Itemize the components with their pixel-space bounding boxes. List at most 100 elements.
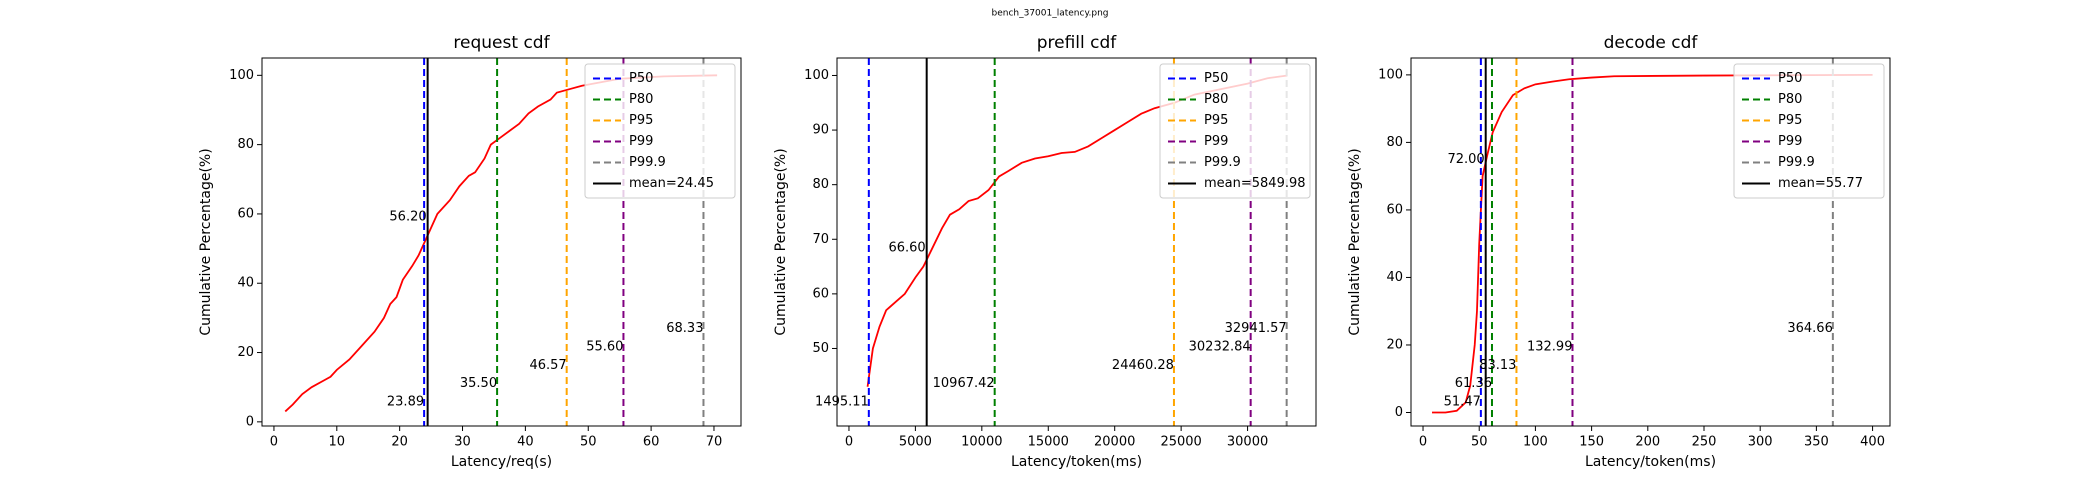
legend-label: mean=24.45 bbox=[629, 176, 714, 191]
y-tick-label: 50 bbox=[812, 341, 829, 356]
cdf-line bbox=[1432, 73, 1873, 414]
y-tick-label: 20 bbox=[1386, 337, 1403, 352]
legend: P50 P80 P95 P99 P99.9 mean=5849.98 bbox=[1159, 63, 1311, 199]
marker-label: 51.47 bbox=[1444, 395, 1481, 410]
y-tick-label: 60 bbox=[1386, 202, 1403, 217]
y-tick-label: 60 bbox=[237, 206, 254, 221]
chart-title: decode cdf bbox=[1604, 33, 1699, 53]
marker-label: 30232.84 bbox=[1189, 339, 1251, 354]
x-tick-label: 15000 bbox=[1028, 435, 1069, 450]
legend-label: P95 bbox=[629, 113, 653, 128]
legend-label: P99 bbox=[1204, 134, 1228, 149]
legend-label: P50 bbox=[629, 71, 653, 86]
x-tick-label: 10000 bbox=[961, 435, 1002, 450]
subplot: prefill cdf Latency/token(ms) Cumulative P… bbox=[773, 33, 1317, 470]
x-tick-label: 70 bbox=[706, 435, 723, 450]
x-tick-label: 0 bbox=[1419, 435, 1427, 450]
x-tick-label: 40 bbox=[517, 435, 534, 450]
axes-frame bbox=[261, 57, 742, 427]
marker-label: 23.89 bbox=[387, 395, 424, 410]
axes-frame bbox=[1410, 57, 1891, 427]
x-tick-label: 20000 bbox=[1094, 435, 1135, 450]
y-tick-label: 80 bbox=[237, 137, 254, 152]
marker-label: 364.66 bbox=[1787, 321, 1833, 336]
legend-label: P99.9 bbox=[629, 155, 666, 170]
y-tick-label: 60 bbox=[812, 286, 829, 301]
mean-annotation: 66.60 bbox=[888, 240, 925, 255]
y-tick-label: 0 bbox=[246, 414, 254, 429]
x-tick-label: 30000 bbox=[1227, 435, 1268, 450]
x-tick-label: 350 bbox=[1804, 435, 1829, 450]
legend-label: P80 bbox=[1204, 92, 1228, 107]
legend-label: P99 bbox=[629, 134, 653, 149]
legend: P50 P80 P95 P99 P99.9 mean=55.77 bbox=[1733, 63, 1885, 199]
x-tick-label: 400 bbox=[1860, 435, 1885, 450]
x-tick-label: 5000 bbox=[899, 435, 932, 450]
y-tick-label: 80 bbox=[1386, 135, 1403, 150]
marker-label: 132.99 bbox=[1527, 339, 1573, 354]
x-tick-label: 20 bbox=[391, 435, 408, 450]
legend-label: mean=55.77 bbox=[1778, 176, 1863, 191]
legend-label: P95 bbox=[1204, 113, 1228, 128]
legend-label: P99.9 bbox=[1204, 155, 1241, 170]
x-tick-label: 0 bbox=[845, 435, 853, 450]
subplot: request cdf Latency/req(s) Cumulative Perc… bbox=[198, 33, 742, 470]
y-tick-label: 80 bbox=[812, 177, 829, 192]
y-tick-label: 100 bbox=[1378, 67, 1403, 82]
x-tick-label: 50 bbox=[1471, 435, 1488, 450]
x-tick-label: 150 bbox=[1579, 435, 1604, 450]
marker-label: 32941.57 bbox=[1225, 321, 1287, 336]
y-tick-label: 0 bbox=[1395, 405, 1403, 420]
x-tick-label: 60 bbox=[643, 435, 660, 450]
legend-label: P99 bbox=[1778, 134, 1802, 149]
cdf-line bbox=[284, 74, 718, 413]
marker-label: 46.57 bbox=[529, 358, 566, 373]
x-tick-label: 0 bbox=[270, 435, 278, 450]
chart-title: request cdf bbox=[453, 33, 550, 53]
x-axis-label: Latency/token(ms) bbox=[1585, 454, 1716, 470]
y-tick-label: 20 bbox=[237, 345, 254, 360]
legend-label: P95 bbox=[1778, 113, 1802, 128]
x-axis-label: Latency/req(s) bbox=[451, 454, 552, 470]
x-tick-label: 10 bbox=[329, 435, 346, 450]
marker-label: 24460.28 bbox=[1112, 358, 1174, 373]
legend-box bbox=[584, 63, 736, 199]
chart-title: prefill cdf bbox=[1037, 33, 1118, 53]
marker-label: 35.50 bbox=[460, 376, 497, 391]
x-axis-label: Latency/token(ms) bbox=[1011, 454, 1142, 470]
legend-label: P50 bbox=[1204, 71, 1228, 86]
legend-label: P50 bbox=[1778, 71, 1802, 86]
legend-box bbox=[1159, 63, 1311, 199]
mean-annotation: 72.00 bbox=[1447, 152, 1484, 167]
y-axis-label: Cumulative Percentage(%) bbox=[1347, 148, 1363, 335]
axes-frame bbox=[836, 57, 1317, 427]
mean-annotation: 56.20 bbox=[389, 210, 426, 225]
y-axis-label: Cumulative Percentage(%) bbox=[773, 148, 789, 335]
x-tick-label: 100 bbox=[1523, 435, 1548, 450]
legend: P50 P80 P95 P99 P99.9 mean=24.45 bbox=[584, 63, 736, 199]
marker-label: 83.13 bbox=[1479, 358, 1516, 373]
x-tick-label: 30 bbox=[454, 435, 471, 450]
marker-label: 1495.11 bbox=[815, 395, 869, 410]
legend-label: P80 bbox=[1778, 92, 1802, 107]
marker-label: 55.60 bbox=[586, 339, 623, 354]
y-tick-label: 70 bbox=[812, 232, 829, 247]
legend-label: P80 bbox=[629, 92, 653, 107]
y-tick-label: 40 bbox=[237, 276, 254, 291]
marker-label: 10967.42 bbox=[933, 376, 995, 391]
x-tick-label: 250 bbox=[1692, 435, 1717, 450]
y-tick-label: 90 bbox=[812, 123, 829, 138]
marker-label: 61.36 bbox=[1455, 376, 1492, 391]
legend-label: mean=5849.98 bbox=[1204, 176, 1306, 191]
x-tick-label: 300 bbox=[1748, 435, 1773, 450]
subplot: decode cdf Latency/token(ms) Cumulative Pe… bbox=[1347, 33, 1891, 470]
y-tick-label: 40 bbox=[1386, 270, 1403, 285]
figure-title: bench_37001_latency.png bbox=[991, 9, 1108, 19]
y-tick-label: 100 bbox=[804, 68, 829, 83]
legend-label: P99.9 bbox=[1778, 155, 1815, 170]
y-tick-label: 100 bbox=[229, 68, 254, 83]
x-tick-label: 200 bbox=[1635, 435, 1660, 450]
legend-box bbox=[1733, 63, 1885, 199]
x-tick-label: 50 bbox=[580, 435, 597, 450]
